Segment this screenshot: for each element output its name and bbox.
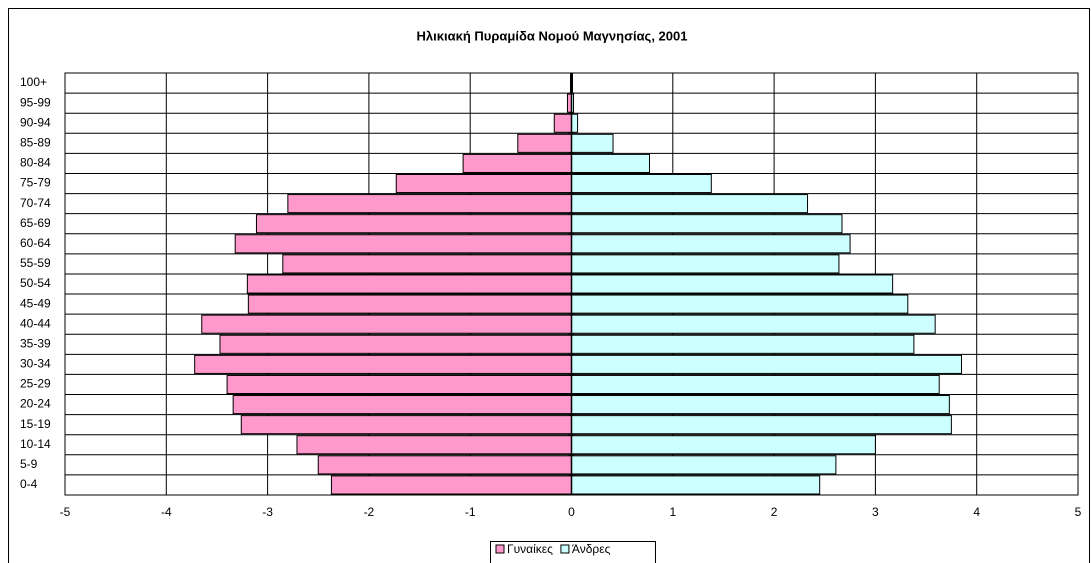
y-tick-label: 25-29 — [20, 377, 51, 391]
x-tick-label: -3 — [262, 505, 273, 519]
bar — [571, 254, 840, 274]
bar — [571, 173, 712, 194]
bar — [234, 234, 573, 254]
y-tick-label: 45-49 — [20, 296, 51, 310]
y-tick-label: 0-4 — [20, 477, 38, 491]
bar — [571, 214, 843, 234]
bar — [517, 133, 572, 153]
y-tick-label: 40-44 — [20, 316, 51, 330]
bar — [571, 153, 651, 173]
bar — [571, 194, 809, 214]
y-tick-label: 20-24 — [20, 397, 51, 411]
bar — [317, 455, 572, 475]
bar — [246, 274, 572, 294]
legend-label: Άνδρες — [572, 542, 611, 556]
legend-swatch — [495, 544, 505, 554]
y-tick-label: 90-94 — [20, 115, 51, 129]
legend-swatch — [560, 544, 570, 554]
bar — [571, 234, 851, 254]
y-tick-label: 30-34 — [20, 357, 51, 371]
y-tick-label: 55-59 — [20, 256, 51, 270]
y-tick-label: 75-79 — [20, 176, 51, 190]
bar — [571, 455, 837, 475]
legend-box — [490, 541, 656, 563]
bar — [571, 294, 909, 314]
x-tick-label: 2 — [771, 505, 778, 519]
y-tick-label: 80-84 — [20, 156, 51, 170]
x-tick-label: 5 — [1075, 505, 1082, 519]
bar — [571, 274, 894, 294]
x-tick-label: -2 — [364, 505, 375, 519]
bar — [571, 435, 876, 455]
bar — [194, 354, 572, 374]
y-tick-label: 10-14 — [20, 437, 51, 451]
y-tick-label: 15-19 — [20, 417, 51, 431]
bar — [219, 334, 572, 354]
x-tick-label: -1 — [465, 505, 476, 519]
x-tick-label: 4 — [973, 505, 980, 519]
bar — [462, 153, 573, 173]
bar — [255, 214, 572, 234]
bar — [571, 113, 579, 133]
bar — [571, 133, 614, 153]
bar — [571, 395, 950, 415]
bar — [296, 435, 572, 455]
bar — [571, 314, 936, 334]
y-tick-label: 35-39 — [20, 336, 51, 350]
y-tick-label: 5-9 — [20, 457, 38, 471]
bar — [282, 254, 572, 274]
x-tick-label: -4 — [161, 505, 172, 519]
x-tick-label: 3 — [872, 505, 879, 519]
y-tick-label: 85-89 — [20, 136, 51, 150]
bar — [201, 314, 572, 334]
legend-label: Γυναίκες — [507, 542, 553, 556]
y-tick-label: 65-69 — [20, 216, 51, 230]
bar — [247, 294, 572, 314]
y-tick-label: 100+ — [20, 75, 47, 89]
chart-title: Ηλικιακή Πυραμίδα Νομού Μαγνησίας, 2001 — [417, 28, 688, 43]
bar — [571, 475, 821, 495]
y-tick-label: 95-99 — [20, 95, 51, 109]
bar — [553, 113, 572, 133]
x-tick-label: -5 — [60, 505, 71, 519]
bar — [240, 415, 572, 435]
y-tick-label: 70-74 — [20, 196, 51, 210]
x-tick-label: 1 — [669, 505, 676, 519]
bar — [232, 395, 573, 415]
bar — [226, 374, 573, 395]
bar — [330, 475, 572, 495]
bar — [571, 415, 952, 435]
bar — [571, 374, 940, 395]
bar — [395, 173, 572, 194]
y-tick-label: 50-54 — [20, 276, 51, 290]
y-tick-label: 60-64 — [20, 236, 51, 250]
bar — [287, 194, 572, 214]
x-tick-label: 0 — [568, 505, 575, 519]
bar — [571, 334, 915, 354]
bar — [571, 354, 963, 374]
